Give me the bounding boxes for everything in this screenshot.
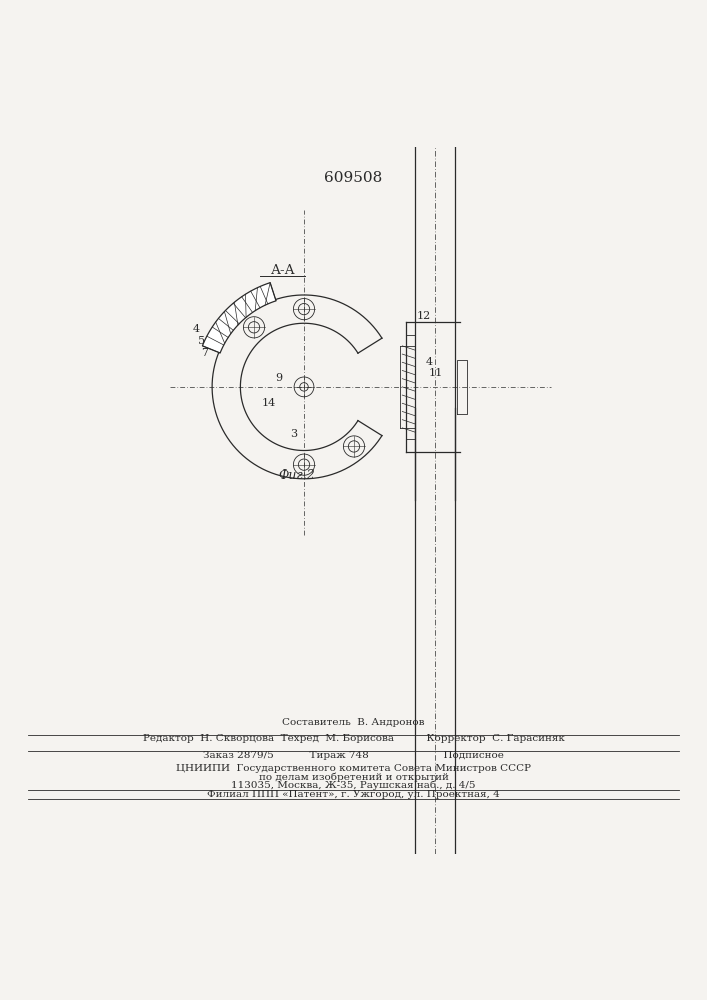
Text: Заказ 2879/5           Тираж 748                       Подписное: Заказ 2879/5 Тираж 748 Подписное <box>203 751 504 760</box>
Text: ЦНИИПИ  Государственного комитета Совета Министров СССР: ЦНИИПИ Государственного комитета Совета … <box>176 764 531 773</box>
Text: 5: 5 <box>198 336 205 346</box>
Text: 4: 4 <box>426 357 433 367</box>
Text: Составитель  В. Андронов: Составитель В. Андронов <box>282 718 425 727</box>
Text: 12: 12 <box>417 311 431 321</box>
Text: 11: 11 <box>429 368 443 378</box>
Text: по делам изобретений и открытий: по делам изобретений и открытий <box>259 772 448 782</box>
Text: 9: 9 <box>276 373 283 383</box>
Polygon shape <box>202 283 276 353</box>
Text: 4: 4 <box>193 324 200 334</box>
Text: 113035, Москва, Ж-35, Раушская наб., д. 4/5: 113035, Москва, Ж-35, Раушская наб., д. … <box>231 781 476 790</box>
Text: 7: 7 <box>201 348 209 358</box>
Text: 609508: 609508 <box>325 171 382 185</box>
Text: Филиал ППП «Патент», г. Ужгород, ул. Проектная, 4: Филиал ППП «Патент», г. Ужгород, ул. Про… <box>207 790 500 799</box>
Text: Редактор  Н. Скворцова  Техред  М. Борисова          Корректор  С. Гарасиняк: Редактор Н. Скворцова Техред М. Борисова… <box>143 734 564 743</box>
Text: Фиг.2: Фиг.2 <box>279 469 315 482</box>
Text: 14: 14 <box>262 398 276 408</box>
Text: 3: 3 <box>290 429 297 439</box>
Text: А-А: А-А <box>271 264 295 277</box>
